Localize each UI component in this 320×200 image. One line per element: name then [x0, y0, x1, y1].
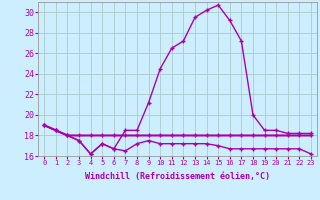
X-axis label: Windchill (Refroidissement éolien,°C): Windchill (Refroidissement éolien,°C): [85, 172, 270, 181]
